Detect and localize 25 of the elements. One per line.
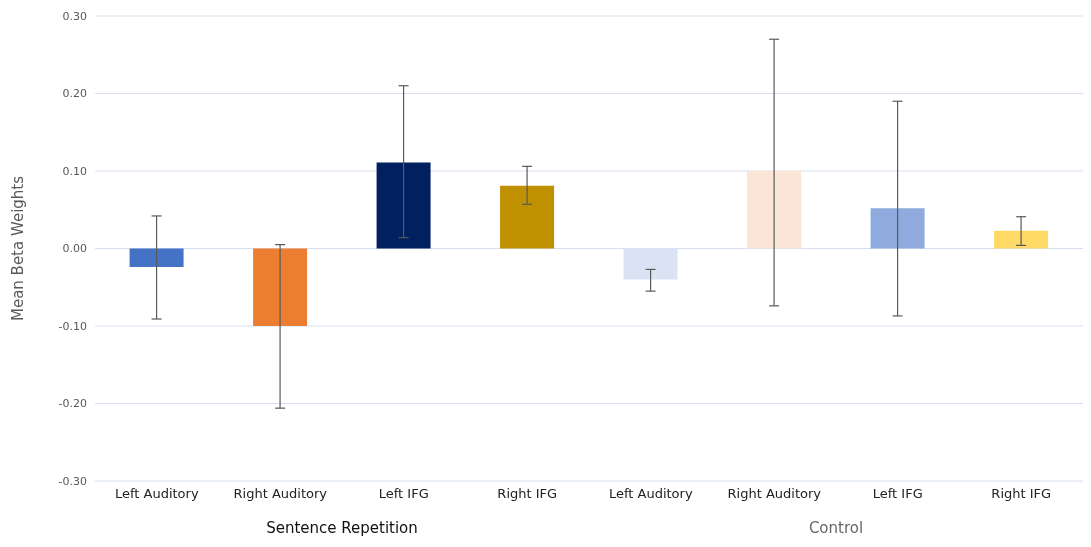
bar <box>870 208 925 249</box>
x-tick-label: Right Auditory <box>727 486 822 502</box>
y-tick-label: -0.30 <box>58 474 87 488</box>
y-tick-label: 0.20 <box>62 87 87 101</box>
bar <box>253 248 308 326</box>
x-tick-label: Right Auditory <box>233 486 328 502</box>
y-tick-label: 0.10 <box>62 164 87 178</box>
x-tick-label: Left Auditory <box>114 486 199 502</box>
x-tick-label: Left IFG <box>872 486 923 502</box>
bar <box>747 171 802 249</box>
x-tick-label: Right IFG <box>991 486 1052 502</box>
x-tick-label: Left IFG <box>378 486 429 502</box>
x-tick-label: Left Auditory <box>608 486 693 502</box>
y-tick-label: 0.30 <box>62 9 87 23</box>
text: Sentence Repetition <box>265 519 419 537</box>
y-axis-title: Mean Beta Weights <box>9 175 28 322</box>
bar <box>994 230 1049 249</box>
text: Control <box>807 519 865 537</box>
bar <box>376 162 431 249</box>
y-tick-label: 0.00 <box>62 242 87 256</box>
bar <box>129 248 184 268</box>
y-tick-label: -0.20 <box>58 397 87 411</box>
bar <box>500 185 555 249</box>
y-tick-label: -0.10 <box>58 319 87 333</box>
x-tick-label: Right IFG <box>497 486 558 502</box>
